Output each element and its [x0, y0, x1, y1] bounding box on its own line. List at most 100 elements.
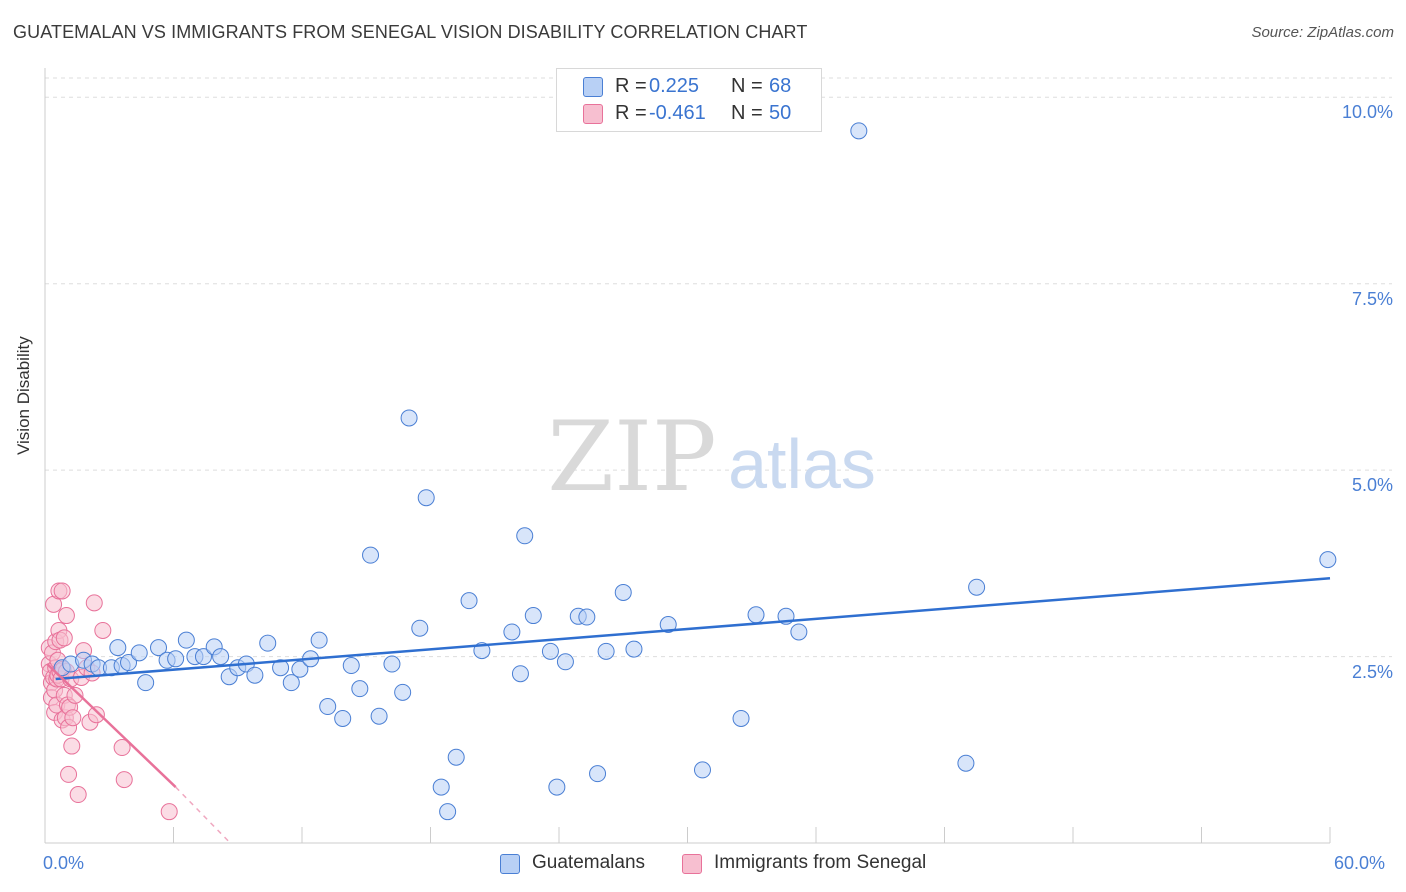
guatemalan-point	[351, 680, 369, 698]
x-tick-label-max: 60.0%	[1334, 853, 1386, 873]
legend-n-value: 68	[769, 75, 792, 97]
senegal-point	[87, 706, 105, 724]
legend-swatch-blue	[583, 77, 603, 97]
guatemalan-point	[212, 648, 230, 666]
guatemalan-point	[850, 122, 868, 140]
legend-swatch-pink	[583, 104, 603, 124]
legend-r-label: R =	[615, 75, 647, 97]
guatemalan-point	[524, 607, 542, 625]
bottom-legend-label: Guatemalans	[532, 852, 646, 873]
senegal-point	[66, 686, 84, 704]
watermark: ZIP atlas	[547, 401, 876, 513]
x-tick-label-min: 0.0%	[43, 853, 85, 873]
guatemalan-point	[957, 754, 975, 772]
guatemalan-point	[597, 642, 615, 660]
guatemalan-point	[732, 709, 750, 727]
correlation-legend: R = 0.225 N = 68 R = -0.461 N = 50	[556, 68, 822, 132]
guatemalan-point	[383, 655, 401, 673]
guatemalan-point	[411, 619, 429, 637]
axes	[44, 68, 1331, 844]
guatemalan-point	[541, 642, 559, 660]
guatemalan-point	[137, 674, 155, 692]
trend-line-guatemalans	[55, 577, 1331, 681]
guatemalan-point	[503, 623, 521, 641]
legend-n-label: N =	[731, 102, 763, 124]
guatemalan-point	[120, 654, 138, 672]
guatemalan-point	[432, 778, 450, 796]
guatemalan-point	[259, 634, 277, 652]
guatemalan-point	[625, 640, 643, 658]
series-senegal-points	[40, 582, 178, 821]
trend-line-senegal	[46, 663, 177, 788]
senegal-point	[69, 786, 87, 804]
guatemalan-point	[246, 666, 264, 684]
guatemalan-point	[578, 608, 596, 626]
guatemalan-point	[659, 616, 677, 634]
guatemalan-point	[194, 648, 212, 666]
senegal-point	[115, 771, 133, 789]
legend-n-label: N =	[731, 75, 763, 97]
guatemalan-point	[693, 761, 711, 779]
guatemalan-point	[1319, 551, 1337, 569]
guatemalan-point	[548, 778, 566, 796]
watermark-zip: ZIP	[547, 401, 716, 513]
legend-row-senegal: R = -0.461 N = 50	[557, 101, 821, 127]
guatemalan-point	[439, 803, 457, 821]
guatemalan-point	[334, 709, 352, 727]
guatemalan-point	[109, 639, 127, 657]
guatemalan-point	[319, 698, 337, 716]
guatemalan-point	[747, 606, 765, 624]
guatemalan-point	[417, 489, 435, 507]
guatemalan-point	[790, 623, 808, 641]
guatemalan-point	[130, 644, 148, 662]
trend-line-senegal-extension	[175, 786, 231, 844]
senegal-point	[113, 739, 131, 757]
senegal-point	[53, 582, 71, 600]
senegal-point	[55, 629, 73, 647]
guatemalan-point	[400, 409, 418, 427]
guatemalan-point	[177, 631, 195, 649]
guatemalan-point	[447, 748, 465, 766]
guatemalan-point	[460, 592, 478, 610]
guatemalan-point	[362, 546, 380, 564]
guatemalan-point	[291, 660, 309, 678]
watermark-atlas: atlas	[728, 425, 876, 503]
senegal-point	[57, 607, 75, 625]
chart-title: GUATEMALAN VS IMMIGRANTS FROM SENEGAL VI…	[13, 22, 808, 42]
y-tick-label: 2.5%	[1351, 661, 1393, 682]
legend-n-value: 50	[769, 102, 792, 124]
legend-r-value: -0.461	[649, 102, 706, 124]
trend-lines	[46, 577, 1331, 844]
y-tick-label: 7.5%	[1351, 288, 1393, 309]
source-label: Source: ZipAtlas.com	[1251, 24, 1394, 41]
guatemalan-point	[614, 583, 632, 601]
guatemalan-point	[516, 527, 534, 545]
guatemalan-point	[282, 674, 300, 692]
bottom-legend-swatch-blue	[500, 854, 520, 874]
grid-lines	[45, 77, 1392, 658]
guatemalan-point	[342, 657, 360, 675]
guatemalan-point	[150, 639, 168, 657]
senegal-point	[160, 803, 178, 821]
guatemalan-point	[589, 765, 607, 783]
guatemalan-point	[167, 650, 185, 668]
guatemalan-point	[968, 578, 986, 596]
guatemalan-point	[511, 665, 529, 683]
senegal-point	[63, 737, 81, 755]
senegal-point	[94, 621, 112, 639]
y-tick-label: 10.0%	[1341, 102, 1393, 123]
legend-r-label: R =	[615, 102, 647, 124]
legend-row-guatemalans: R = 0.225 N = 68	[557, 74, 821, 100]
legend-r-value: 0.225	[649, 75, 700, 97]
bottom-legend-label: Immigrants from Senegal	[714, 852, 927, 873]
guatemalan-point	[394, 683, 412, 701]
guatemalan-point	[272, 659, 290, 677]
guatemalan-point	[310, 631, 328, 649]
guatemalan-point	[370, 707, 388, 725]
senegal-point	[60, 765, 78, 783]
bottom-legend-swatch-pink	[682, 854, 702, 874]
series-guatemalans-points	[53, 122, 1337, 821]
senegal-point	[64, 709, 82, 727]
guatemalan-point	[556, 653, 574, 671]
